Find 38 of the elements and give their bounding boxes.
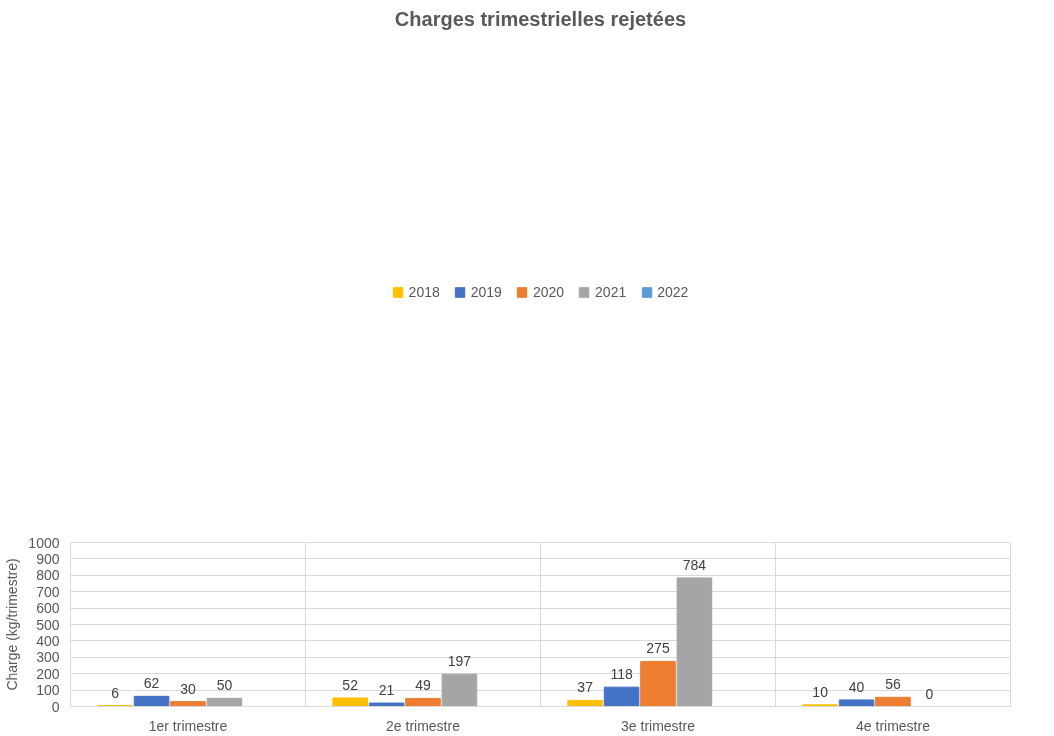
legend-label: 2019 — [470, 284, 502, 300]
y-tick-label: 800 — [36, 567, 60, 584]
y-tick-label: 1000 — [28, 534, 60, 551]
data-label: 118 — [610, 666, 633, 683]
data-label: 6 — [111, 684, 120, 701]
data-label: 10 — [812, 683, 829, 700]
data-label: 62 — [143, 675, 160, 692]
x-tick-label: 1er trimestre — [148, 717, 228, 734]
data-label: 50 — [216, 677, 233, 694]
data-label: 37 — [577, 679, 594, 696]
legend-label: 2021 — [595, 284, 627, 300]
legend-label: 2020 — [532, 284, 565, 300]
x-tick-label: 3e trimestre — [621, 717, 696, 734]
data-label: 784 — [682, 556, 707, 573]
x-tick-label: 2e trimestre — [386, 717, 461, 734]
data-label: 21 — [378, 682, 395, 699]
data-label: 56 — [885, 676, 901, 693]
data-label: 52 — [342, 676, 359, 693]
y-tick-label: 600 — [36, 600, 60, 617]
legend-label: 2018 — [408, 284, 440, 300]
y-tick-label: 900 — [36, 550, 60, 567]
chart-title: Charges trimestrielles rejetées — [394, 7, 687, 30]
x-tick-label: 4e trimestre — [856, 717, 931, 734]
data-label: 197 — [447, 653, 472, 670]
data-label: 275 — [646, 640, 670, 657]
data-label: 30 — [180, 680, 196, 697]
data-label: 49 — [415, 677, 431, 694]
legend-label: 2022 — [657, 284, 689, 300]
y-tick-label: 0 — [51, 698, 60, 715]
y-tick-label: 200 — [36, 665, 60, 682]
data-label: 40 — [848, 678, 865, 695]
y-tick-label: 700 — [36, 583, 60, 600]
y-axis-title: Charge (kg/trimestre) — [4, 558, 21, 691]
y-tick-label: 300 — [36, 649, 60, 666]
y-tick-label: 500 — [36, 616, 60, 633]
y-tick-label: 400 — [36, 632, 60, 649]
data-label: 0 — [925, 685, 934, 702]
y-tick-label: 100 — [36, 682, 60, 699]
